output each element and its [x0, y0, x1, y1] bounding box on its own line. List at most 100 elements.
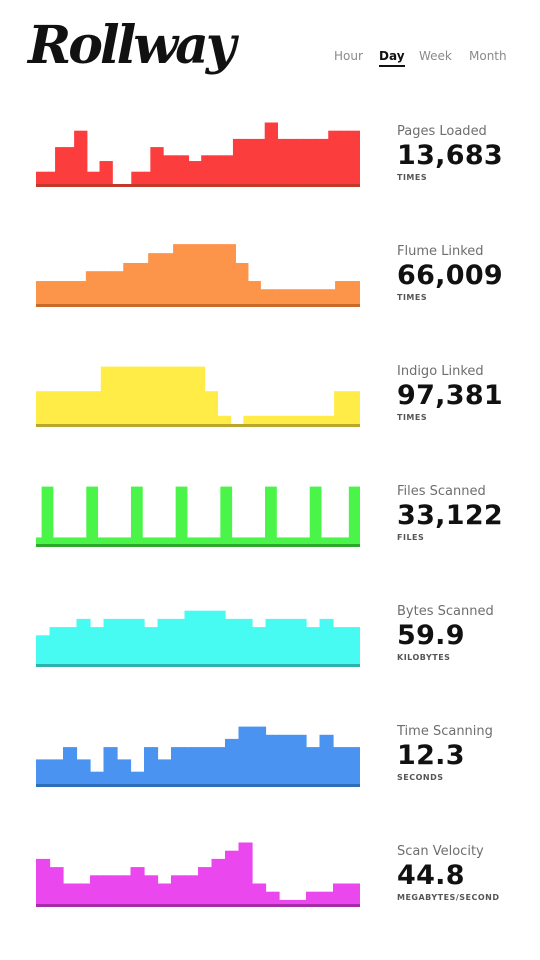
metric-unit: SECONDS: [397, 773, 444, 782]
sparkline-bar: [153, 537, 160, 544]
metric-indigo-linked: Indigo Linked 97,381 TIMES: [0, 342, 540, 462]
sparkline-bar: [279, 734, 287, 784]
sparkline-bar: [123, 759, 132, 784]
sparkline-bar: [90, 627, 98, 664]
sparkline-bar: [321, 415, 329, 424]
sparkline-bar: [333, 747, 341, 784]
tab-day[interactable]: Day: [379, 49, 405, 67]
sparkline-bar: [319, 618, 327, 664]
sparkline-bar: [42, 281, 50, 304]
sparkline-bar: [245, 842, 253, 904]
sparkline-bar: [226, 155, 234, 184]
sparkline-bar: [270, 486, 277, 544]
sparkline-bar: [258, 627, 267, 664]
metric-label: Scan Velocity: [397, 844, 484, 859]
sparkline-bar: [296, 138, 304, 184]
sparkline-bar: [204, 391, 212, 424]
sparkline-bar: [211, 747, 219, 784]
tab-week[interactable]: Week: [419, 49, 452, 63]
sparkline-bar: [247, 281, 255, 304]
sparkline-bar: [105, 161, 113, 184]
sparkline-bar: [49, 627, 57, 664]
sparkline-bar: [306, 627, 314, 664]
sparkline-bar: [61, 147, 69, 184]
sparkline-bar: [55, 391, 63, 424]
sparkline-bar: [201, 155, 209, 184]
sparkline-bar: [90, 771, 98, 784]
sparkline-bar: [58, 537, 65, 544]
sparkline-bar: [198, 747, 206, 784]
sparkline-bar: [216, 244, 224, 304]
sparkline-bar: [347, 281, 355, 304]
sparkline-bar: [63, 883, 71, 904]
sparkline-bar: [346, 627, 354, 664]
sparkline-bar: [309, 138, 317, 184]
sparkline-bar: [326, 891, 334, 904]
sparkline-bar: [204, 244, 212, 304]
sparkline-bar: [36, 171, 43, 184]
sparkline-bar: [258, 883, 267, 904]
sparkline-bar: [90, 875, 98, 904]
sparkline-bar: [36, 537, 43, 544]
sparkline-bar: [191, 875, 199, 904]
sparkline-bar: [91, 486, 99, 544]
sparkline: [36, 610, 360, 664]
sparkline-bar: [328, 289, 336, 304]
tab-month[interactable]: Month: [469, 49, 507, 63]
sparkline-bar: [354, 486, 360, 544]
sparkline-bar: [36, 635, 44, 664]
sparkline-bar: [304, 537, 311, 544]
sparkline-bar: [275, 415, 283, 424]
tab-hour[interactable]: Hour: [334, 49, 363, 63]
metric-files-scanned: Files Scanned 33,122 FILES: [0, 462, 540, 582]
metric-info: Bytes Scanned 59.9 KILOBYTES: [397, 604, 537, 663]
sparkline-bar: [214, 537, 221, 544]
sparkline-bar: [76, 618, 84, 664]
sparkline-bar: [185, 244, 193, 304]
sparkline-bar: [83, 759, 91, 784]
sparkline-bar: [148, 253, 155, 304]
metric-value: 12.3: [397, 740, 465, 771]
metric-label: Bytes Scanned: [397, 604, 494, 619]
sparkline-bar: [188, 161, 196, 184]
sparkline-bar: [170, 537, 177, 544]
metric-value: 44.8: [397, 860, 465, 891]
sparkline-bar: [258, 726, 267, 784]
sparkline-bar: [242, 537, 249, 544]
sparkline-bar: [353, 281, 360, 304]
sparkline-bar: [68, 391, 76, 424]
sparkline-bar: [334, 391, 342, 424]
sparkline-bar: [164, 759, 172, 784]
sparkline-bar: [340, 130, 348, 184]
sparkline-bar: [63, 537, 71, 544]
sparkline-bar: [144, 627, 152, 664]
sparkline-bar: [353, 883, 360, 904]
sparkline-bar: [225, 738, 233, 784]
metric-label: Indigo Linked: [397, 364, 484, 379]
sparkline-bar: [160, 253, 168, 304]
sparkline-bar: [279, 618, 287, 664]
sparkline-bar: [218, 858, 226, 904]
sparkline-bar: [238, 842, 246, 904]
sparkline-bar: [83, 618, 91, 664]
sparkline-bar: [210, 244, 218, 304]
sparkline-baseline: [36, 424, 360, 427]
sparkline-bar: [100, 366, 108, 424]
sparkline-bar: [198, 244, 205, 304]
sparkline-bar: [326, 537, 333, 544]
sparkline-bar: [142, 537, 149, 544]
sparkline-bar: [150, 875, 159, 904]
sparkline-bar: [185, 366, 193, 424]
sparkline-bar: [222, 244, 230, 304]
sparkline-bar: [73, 281, 81, 304]
sparkline-bar: [312, 747, 321, 784]
sparkline-bar: [47, 486, 54, 544]
sparkline-bar: [245, 726, 253, 784]
sparkline-bar: [96, 771, 105, 784]
sparkline-bar: [213, 155, 221, 184]
metric-info: Scan Velocity 44.8 MEGABYTES/SECOND: [397, 844, 537, 903]
sparkline-bar: [144, 747, 152, 784]
sparkline-bar: [177, 875, 186, 904]
metric-label: Pages Loaded: [397, 124, 487, 139]
sparkline-bar: [110, 271, 118, 304]
